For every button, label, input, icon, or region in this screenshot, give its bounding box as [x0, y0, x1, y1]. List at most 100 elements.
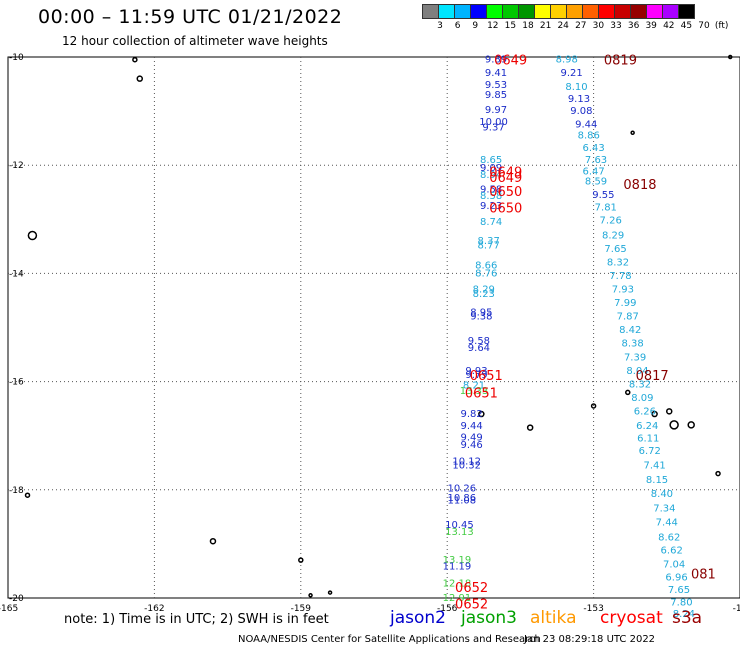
wave-height-label: 7.63 [585, 155, 607, 166]
wave-height-label: 9.09 [480, 163, 502, 174]
wave-height-label: 8.66 [475, 260, 497, 271]
colorbar-labels: 3 6 9 12 15 18 21 24 27 30 33 36 39 42 45 70 (ft) [430, 21, 740, 33]
island-outline [308, 593, 313, 598]
island-outline [665, 408, 673, 415]
colorbar [422, 4, 695, 19]
colorbar-label: 15 [504, 21, 517, 31]
wave-height-label: 7.87 [617, 312, 639, 323]
wave-height-label: 6.26 [634, 406, 656, 417]
wave-height-label: 10.86 [448, 493, 477, 504]
wave-height-label: 8.95 [470, 307, 492, 318]
wave-height-label: 9.23 [480, 201, 502, 212]
island-outline [669, 420, 679, 430]
pass-time-label: 081 [691, 568, 716, 583]
wave-height-label: 8.77 [478, 240, 500, 251]
wave-height-label: 8.21 [463, 380, 485, 391]
y-tick-label: -16 [9, 378, 24, 388]
wave-height-label: 10.12 [452, 457, 481, 468]
wave-height-label: 9.82 [460, 409, 482, 420]
footer-credit: NOAA/NESDIS Center for Satellite Applica… [238, 634, 541, 645]
island-outline [687, 421, 695, 429]
wave-height-label: 8.62 [658, 532, 680, 543]
wave-height-label: 8.65 [480, 155, 502, 166]
pass-time-label: 0652 [455, 581, 488, 596]
wave-height-label: 7.99 [614, 298, 636, 309]
colorbar-label: 21 [539, 21, 552, 31]
island-outline [651, 410, 658, 418]
wave-height-label: 9.53 [485, 80, 507, 91]
wave-height-label: 9.64 [468, 343, 490, 354]
wave-height-label: 9.13 [568, 94, 590, 105]
wave-height-label: 6.11 [637, 433, 659, 444]
x-tick-label: -159 [291, 604, 312, 614]
page-subtitle: 12 hour collection of altimeter wave hei… [62, 34, 328, 48]
wave-height-label: 6.24 [636, 421, 658, 432]
island-outline [27, 230, 38, 241]
colorbar-label: 27 [575, 21, 587, 31]
colorbar-label: 18 [522, 21, 534, 31]
island-outline [625, 389, 631, 396]
pass-time-label: 0649 [489, 166, 522, 181]
wave-height-label: 8.37 [478, 236, 500, 247]
wave-height-label: 9.41 [485, 68, 507, 79]
wave-height-label: 8.74 [480, 217, 502, 228]
wave-height-label: 8.32 [629, 379, 651, 390]
wave-height-label: 7.65 [668, 585, 690, 596]
wave-height-label: 9.85 [485, 90, 507, 101]
wave-height-label: 9.44 [575, 120, 597, 131]
colorbar-label: 6 [454, 21, 461, 31]
x-tick-label: -165 [0, 604, 18, 614]
colorbar-label: 45 [680, 21, 693, 31]
wave-height-label: 9.21 [561, 68, 583, 79]
legend-item-altika: altika [530, 608, 577, 628]
wave-height-label: 9.44 [460, 421, 482, 432]
wave-height-label: 9.08 [570, 106, 592, 117]
wave-height-label: 9.93 [465, 366, 487, 377]
wave-height-label: 11.08 [448, 496, 477, 507]
colorbar-label: 33 [610, 21, 622, 31]
y-tick-label: -20 [9, 594, 24, 604]
wave-height-label: 7.80 [670, 597, 692, 608]
legend-item-s3a: s3a [672, 608, 703, 628]
island-outline [590, 403, 597, 409]
wave-height-label: 7.41 [643, 460, 665, 471]
wave-height-label: 9.37 [482, 122, 504, 133]
wave-height-label: 10.45 [445, 520, 474, 531]
wave-height-label: 8.15 [646, 475, 668, 486]
x-tick-label: -162 [144, 604, 164, 614]
wave-height-label: 8.29 [602, 231, 624, 242]
wave-height-label: 7.93 [612, 285, 634, 296]
pass-time-label: 0817 [636, 369, 669, 384]
wave-height-label: 6.72 [639, 446, 661, 457]
wave-height-label: 7.34 [653, 504, 675, 515]
wave-height-label: 8.94 [480, 170, 502, 181]
wave-height-label: 8.76 [475, 268, 497, 279]
wave-height-label: 6.96 [665, 572, 687, 583]
wave-height-label: 8.40 [651, 489, 673, 500]
wave-height-label: 8.59 [585, 176, 607, 187]
island-outline [727, 54, 733, 60]
footnote: note: 1) Time is in UTC; 2) SWH is in fe… [64, 612, 329, 627]
pass-time-label: 0649 [489, 171, 522, 186]
wave-height-label: 9.58 [480, 185, 502, 196]
wave-height-label: 12.18 [443, 578, 472, 589]
wave-height-label: 9.38 [470, 312, 492, 323]
wave-height-label: 10.26 [448, 484, 477, 495]
wave-height-label: 6.62 [661, 545, 683, 556]
wave-height-label: 6.43 [582, 143, 604, 154]
pass-time-label: 0651 [470, 369, 503, 384]
wave-height-label: 9.97 [485, 105, 507, 116]
wave-height-label: 7.65 [604, 244, 626, 255]
wave-height-label: 9.49 [460, 432, 482, 443]
wave-height-label: 8.38 [622, 339, 644, 350]
island-outline [132, 56, 138, 63]
pass-time-label: 0649 [494, 54, 527, 69]
x-tick-label: -156 [437, 604, 458, 614]
pass-time-label: 0819 [604, 54, 637, 69]
colorbar-label: 3 [437, 21, 443, 31]
colorbar-label: 9 [472, 21, 479, 31]
colorbar-label: 39 [645, 21, 657, 31]
wave-height-label: 9.58 [468, 336, 490, 347]
wave-height-label: 13.13 [445, 527, 474, 538]
colorbar-label: 70 [698, 21, 710, 31]
